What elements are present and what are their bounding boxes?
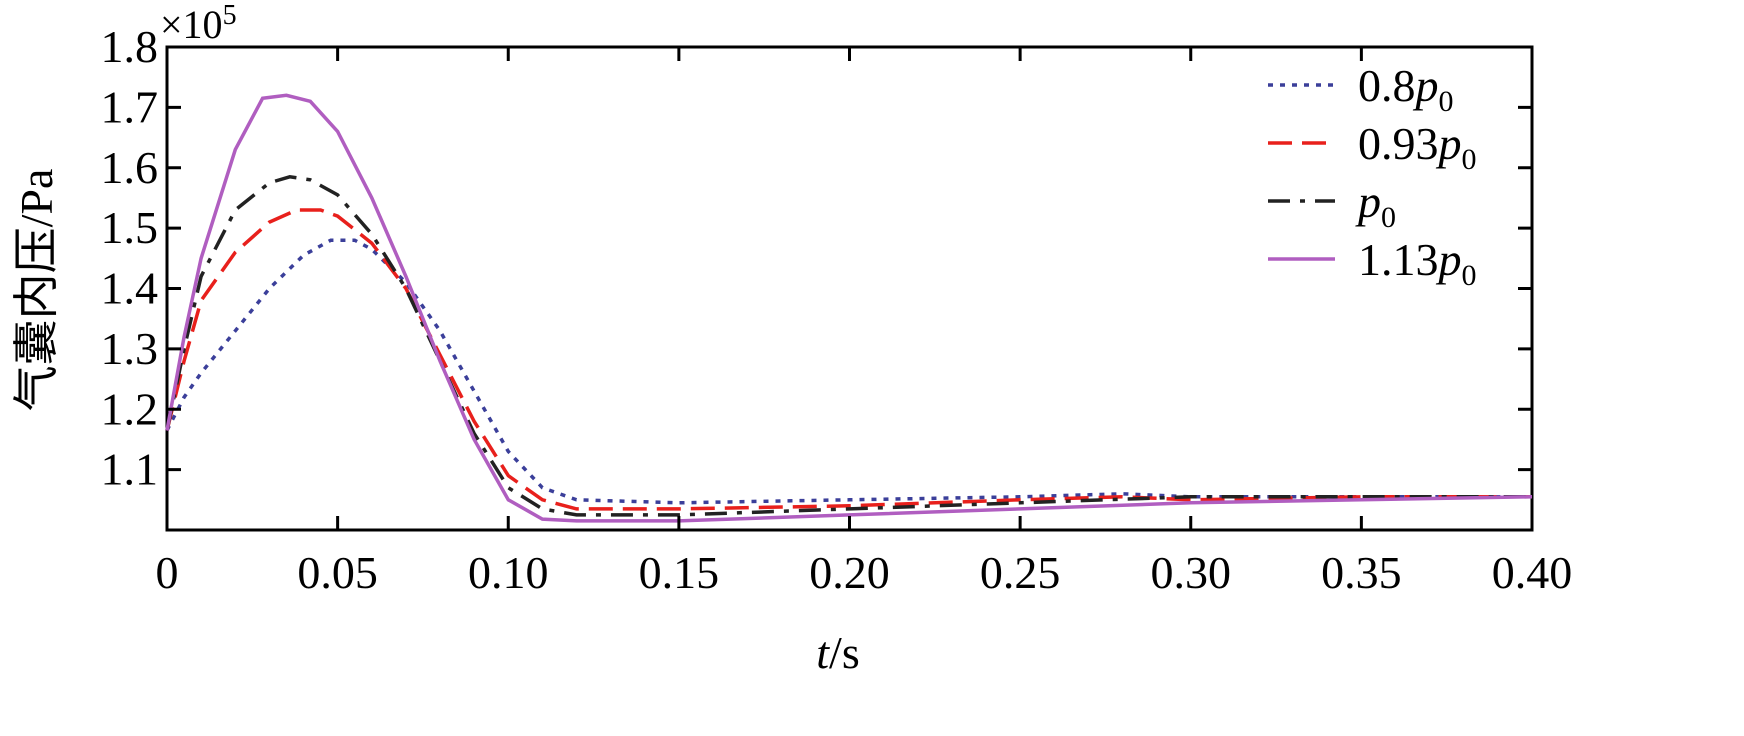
y-axis-title: 气囊内压/Pa <box>11 169 62 412</box>
legend-label-var: p <box>1355 176 1381 227</box>
x-tick-label: 0.40 <box>1492 547 1573 598</box>
series-layer <box>165 93 1533 523</box>
legend-label-prefix: 1.13 <box>1358 234 1439 285</box>
series-line-1 <box>165 208 1532 511</box>
x-tick-label: 0.20 <box>809 547 890 598</box>
legend-label-prefix: 0.8 <box>1358 60 1416 111</box>
series-line-3 <box>165 93 1533 523</box>
legend-label-var: p <box>1436 118 1462 169</box>
x-axis-unit: /s <box>829 627 860 678</box>
y-tick-label: 1.3 <box>101 323 159 374</box>
legend-label-1: 0.93p0 <box>1358 118 1477 176</box>
x-tick-label: 0 <box>156 547 179 598</box>
y-tick-label: 1.8 <box>101 21 159 72</box>
series-line-0 <box>165 238 1532 505</box>
y-multiplier: ×105 <box>160 0 237 47</box>
y-multiplier-exp: 5 <box>223 0 237 31</box>
series-line-2 <box>165 175 1532 517</box>
y-tick-label: 1.2 <box>101 383 159 434</box>
legend-label-var: p <box>1436 234 1462 285</box>
y-tick-label: 1.7 <box>101 81 159 132</box>
x-axis-title: t/s <box>816 627 859 678</box>
y-tick-label: 1.4 <box>101 263 159 314</box>
legend-label-sub: 0 <box>1462 259 1477 292</box>
x-tick-label: 0.25 <box>980 547 1061 598</box>
x-tick-label: 0.15 <box>639 547 720 598</box>
x-axis-var: t <box>816 627 830 678</box>
x-tick-label: 0.30 <box>1151 547 1232 598</box>
x-tick-label: 0.35 <box>1321 547 1402 598</box>
y-tick-label: 1.1 <box>101 444 159 495</box>
ticks-layer: 0 0.05 0.10 0.15 0.20 0.25 0.30 0.35 0.40 1.1 1.2 1… <box>101 21 1573 598</box>
y-tick-label: 1.6 <box>101 142 159 193</box>
legend-label-var: p <box>1413 60 1439 111</box>
legend-label-sub: 0 <box>1381 201 1396 234</box>
legend-label-3: 1.13p0 <box>1358 234 1477 292</box>
legend-label-sub: 0 <box>1462 143 1477 176</box>
y-tick-label: 1.5 <box>101 202 159 253</box>
plot-frame <box>165 45 1534 532</box>
y-multiplier-base: ×10 <box>160 2 223 47</box>
x-tick-label: 0.10 <box>468 547 549 598</box>
legend-label-sub: 0 <box>1439 85 1454 118</box>
legend-label-2: p0 <box>1355 176 1396 234</box>
legend-label-prefix: 0.93 <box>1358 118 1439 169</box>
x-tick-label: 0.05 <box>297 547 378 598</box>
legend-label-0: 0.8p0 <box>1358 60 1454 118</box>
